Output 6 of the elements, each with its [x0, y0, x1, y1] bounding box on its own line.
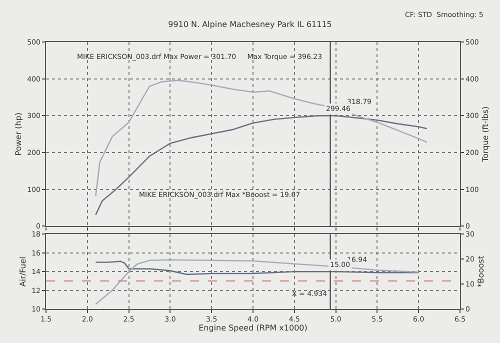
y2-axis-title: Torque (ft-lbs) — [480, 106, 490, 163]
x-axis-title: Engine Speed (RPM x1000) — [198, 324, 308, 333]
chart-title: 9910 N. Alpine Machesney Park IL 61115 — [168, 20, 332, 29]
y2-axis-title: *Booost — [476, 256, 486, 288]
y-axis-title: Air/Fuel — [18, 256, 28, 287]
y-axis-title: Power (hp) — [14, 112, 23, 156]
